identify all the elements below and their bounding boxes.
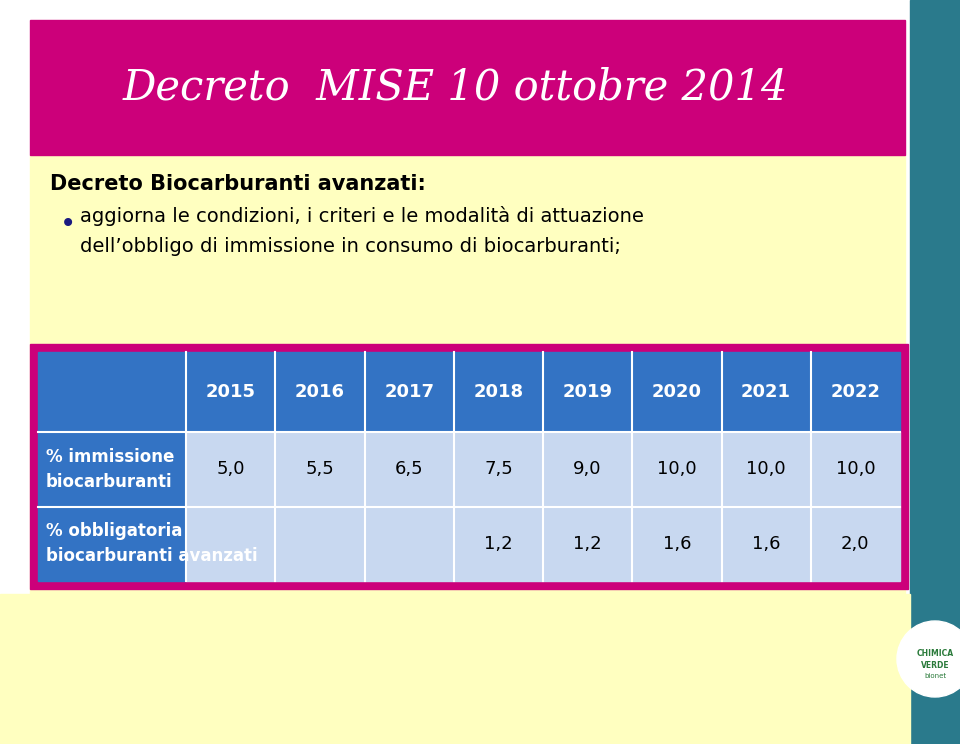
Text: 10,0: 10,0 [657,461,697,478]
Text: aggiorna le condizioni, i criteri e le modalità di attuazione: aggiorna le condizioni, i criteri e le m… [80,206,644,226]
Bar [38,432,186,507]
Bar [910,0,960,744]
Text: 9,0: 9,0 [573,461,602,478]
Text: 1,6: 1,6 [752,535,780,553]
Text: 5,0: 5,0 [216,461,245,478]
Text: % immissione
biocarburanti: % immissione biocarburanti [46,448,175,491]
Text: 2021: 2021 [741,383,791,401]
Bar [186,432,900,507]
Bar [30,20,905,155]
Text: 2018: 2018 [473,383,523,401]
Bar [38,352,900,432]
Text: 10,0: 10,0 [746,461,786,478]
Circle shape [897,621,960,697]
Bar [30,155,905,594]
Bar [30,344,908,589]
Text: 1,2: 1,2 [573,535,602,553]
Text: Decreto  MISE 10 ottobre 2014: Decreto MISE 10 ottobre 2014 [122,66,788,109]
Text: VERDE: VERDE [921,661,949,670]
Text: 2016: 2016 [295,383,345,401]
Text: 2,0: 2,0 [841,535,870,553]
Bar [38,507,186,581]
Text: 2015: 2015 [205,383,255,401]
Text: 2022: 2022 [830,383,880,401]
Text: CHIMICA: CHIMICA [917,650,953,658]
Text: •: • [60,210,76,238]
Text: 5,5: 5,5 [305,461,334,478]
Text: 2019: 2019 [563,383,612,401]
Text: 6,5: 6,5 [395,461,423,478]
Text: dell’obbligo di immissione in consumo di biocarburanti;: dell’obbligo di immissione in consumo di… [80,237,621,255]
Bar [0,594,910,744]
Text: Decreto Biocarburanti avanzati:: Decreto Biocarburanti avanzati: [50,174,426,194]
Text: 7,5: 7,5 [484,461,513,478]
Text: % obbligatoria
biocarburanti avanzati: % obbligatoria biocarburanti avanzati [46,522,257,565]
Text: 2020: 2020 [652,383,702,401]
Text: 1,2: 1,2 [484,535,513,553]
Text: 2017: 2017 [384,383,434,401]
Bar [186,507,900,581]
Text: 10,0: 10,0 [835,461,876,478]
Text: 1,6: 1,6 [662,535,691,553]
Text: bionet: bionet [924,673,946,679]
